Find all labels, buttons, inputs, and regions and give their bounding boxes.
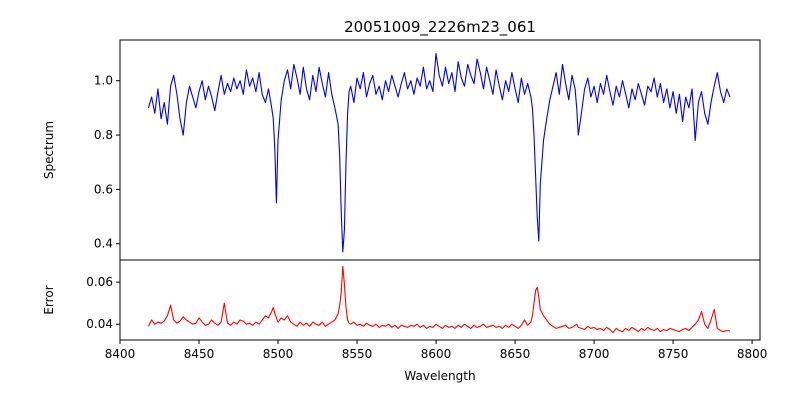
error-y-ticks: 0.04 0.06	[86, 275, 120, 331]
x-tick-label: 8450	[184, 347, 215, 361]
error-y-axis-label: Error	[42, 285, 56, 314]
spectrum-series-line	[147, 53, 731, 253]
error-y-tick-label: 0.04	[86, 317, 113, 331]
chart-title: 20051009_2226m23_061	[344, 18, 536, 37]
spectrum-y-axis-label: Spectrum	[42, 121, 56, 179]
x-tick-label: 8700	[579, 347, 610, 361]
x-tick-label: 8500	[263, 347, 294, 361]
x-tick-label: 8550	[342, 347, 373, 361]
spectrum-plot-frame	[119, 39, 761, 261]
spectrum-panel: 0.4 0.6 0.8 1.0 Spectrum	[42, 39, 761, 261]
x-tick-label: 8750	[658, 347, 689, 361]
spectrum-series	[147, 53, 731, 253]
error-series-line	[147, 265, 731, 334]
x-tick-label: 8400	[105, 347, 136, 361]
spectrum-y-tick-label: 1.0	[94, 74, 113, 88]
error-panel: 0.04 0.06 8400 8450 8500 8550 8600 8650 8700 875…	[42, 259, 768, 383]
spectrum-y-ticks: 0.4 0.6 0.8 1.0	[94, 74, 120, 251]
x-tick-label: 8600	[421, 347, 452, 361]
x-tick-label: 8800	[737, 347, 768, 361]
x-axis-label: Wavelength	[404, 369, 475, 383]
x-tick-label: 8650	[500, 347, 531, 361]
spectrum-y-tick-label: 0.6	[94, 182, 113, 196]
spectrum-y-tick-label: 0.8	[94, 128, 113, 142]
x-ticks: 8400 8450 8500 8550 8600 8650 8700 8750 8800	[105, 340, 768, 361]
error-plot-frame	[119, 259, 761, 341]
error-series	[147, 265, 731, 334]
error-y-tick-label: 0.06	[86, 275, 113, 289]
spectrum-y-tick-label: 0.4	[94, 237, 113, 251]
